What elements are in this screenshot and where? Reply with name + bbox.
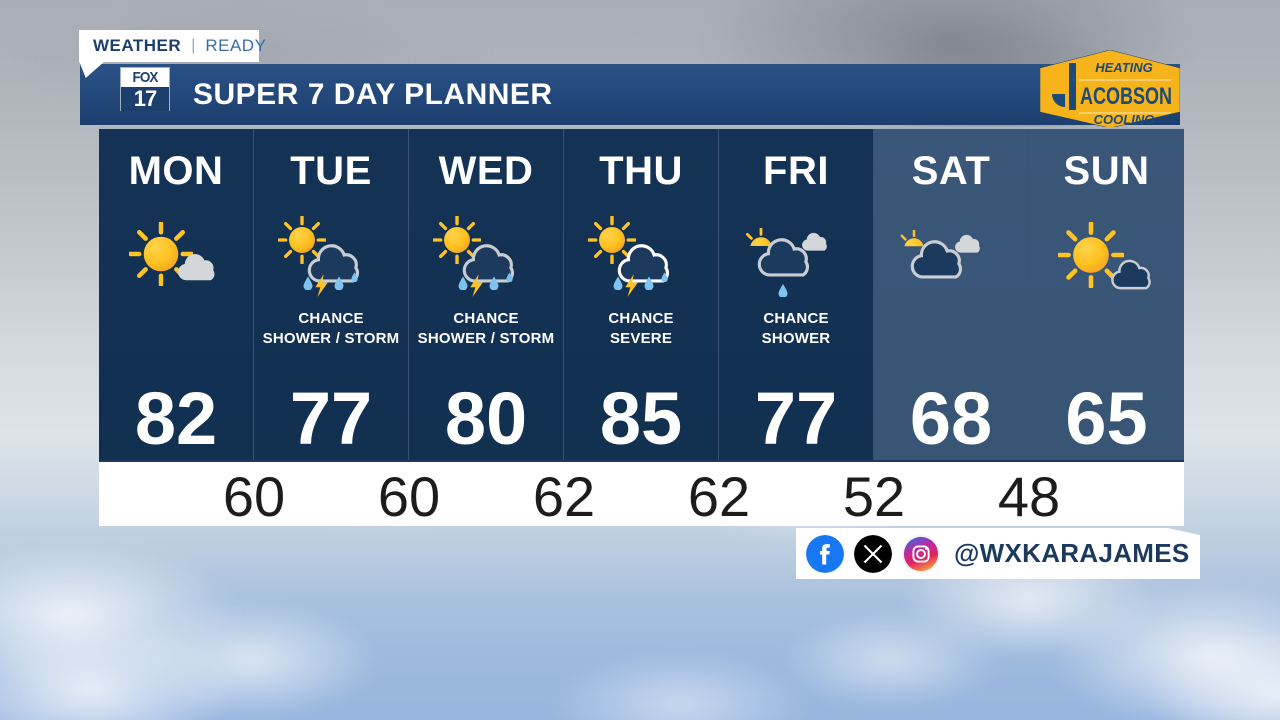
svg-text:ACOBSON: ACOBSON [1080, 83, 1172, 110]
svg-text:HEATING: HEATING [1095, 60, 1153, 75]
svg-text:COOLING: COOLING [1094, 112, 1155, 127]
